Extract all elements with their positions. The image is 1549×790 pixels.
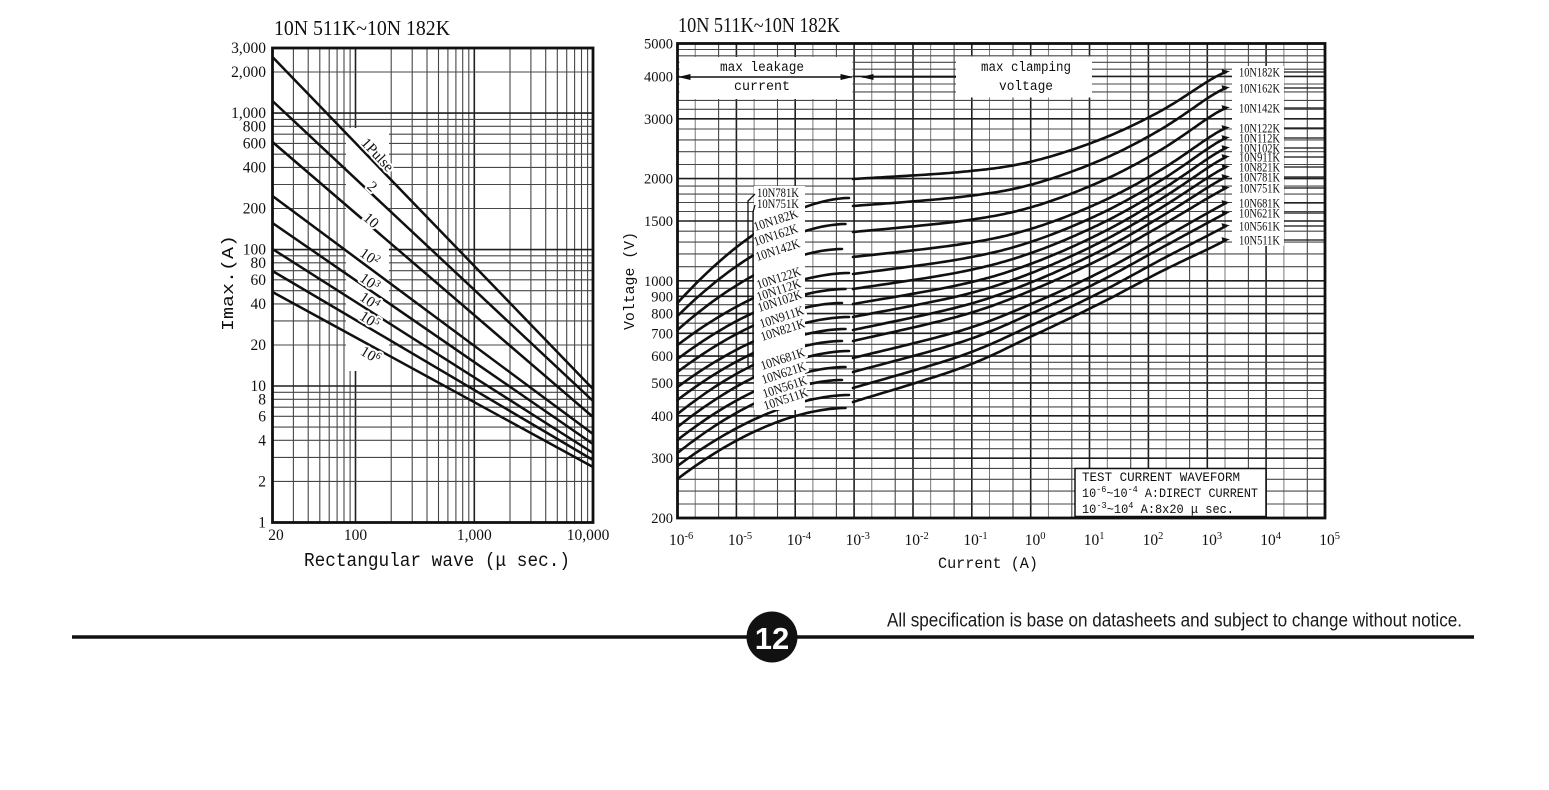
svg-text:60: 60: [251, 272, 267, 289]
svg-text:10N142K: 10N142K: [1239, 101, 1280, 116]
svg-text:TEST CURRENT WAVEFORM: TEST CURRENT WAVEFORM: [1082, 471, 1240, 485]
svg-text:10,000: 10,000: [567, 527, 610, 544]
svg-text:300: 300: [651, 451, 673, 467]
svg-text:4: 4: [258, 432, 266, 449]
svg-text:10: 10: [251, 378, 267, 395]
svg-text:10-3~104 A:8x20 μ sec.: 10-3~104 A:8x20 μ sec.: [1082, 501, 1234, 517]
svg-text:400: 400: [243, 159, 267, 176]
svg-text:1: 1: [258, 515, 266, 532]
svg-text:10N 511K~10N 182K: 10N 511K~10N 182K: [274, 16, 450, 40]
svg-text:max clamping: max clamping: [981, 61, 1071, 76]
svg-text:2000: 2000: [644, 172, 673, 188]
svg-text:10N751K: 10N751K: [757, 197, 799, 211]
svg-text:10N561K: 10N561K: [1239, 219, 1280, 234]
svg-text:2,000: 2,000: [231, 64, 266, 81]
svg-text:1,000: 1,000: [231, 105, 266, 122]
svg-text:8: 8: [258, 391, 266, 408]
svg-text:500: 500: [651, 376, 673, 392]
svg-text:600: 600: [651, 349, 673, 365]
svg-text:10N 511K~10N 182K: 10N 511K~10N 182K: [678, 13, 840, 37]
svg-text:6: 6: [258, 408, 266, 425]
svg-text:voltage: voltage: [999, 80, 1053, 95]
svg-text:1,000: 1,000: [457, 527, 492, 544]
svg-text:10N751K: 10N751K: [1239, 181, 1280, 196]
svg-text:800: 800: [651, 307, 673, 323]
svg-text:All specification is base on d: All specification is base on datasheets …: [887, 611, 1462, 632]
svg-text:Rectangular wave (μ sec.): Rectangular wave (μ sec.): [304, 550, 570, 572]
svg-text:Imax.(A): Imax.(A): [220, 235, 239, 331]
svg-text:1500: 1500: [644, 214, 673, 230]
svg-text:10N821K: 10N821K: [1239, 160, 1280, 175]
svg-text:800: 800: [243, 118, 267, 135]
svg-text:10N621K: 10N621K: [1239, 206, 1280, 221]
svg-text:10N182K: 10N182K: [1239, 65, 1280, 80]
svg-text:10N781K: 10N781K: [757, 186, 799, 200]
svg-text:max leakage: max leakage: [720, 61, 804, 76]
svg-text:10N781K: 10N781K: [757, 186, 799, 200]
svg-text:20: 20: [251, 337, 267, 354]
svg-text:Voltage (V): Voltage (V): [622, 232, 639, 330]
svg-text:5000: 5000: [644, 37, 673, 53]
svg-text:400: 400: [651, 409, 673, 425]
svg-text:10N122K: 10N122K: [1239, 121, 1280, 136]
svg-text:Current (A): Current (A): [938, 555, 1038, 573]
svg-text:10N781K: 10N781K: [1239, 170, 1280, 185]
svg-text:4000: 4000: [644, 69, 673, 85]
svg-text:600: 600: [243, 135, 267, 152]
svg-text:80: 80: [251, 255, 267, 272]
svg-text:20: 20: [268, 527, 284, 544]
svg-text:10-6~10-4 A:DIRECT CURRENT: 10-6~10-4 A:DIRECT CURRENT: [1082, 485, 1258, 501]
svg-text:10N112K: 10N112K: [1239, 131, 1280, 146]
svg-text:10N751K: 10N751K: [757, 197, 799, 211]
svg-text:10N102K: 10N102K: [1239, 141, 1280, 156]
svg-text:40: 40: [251, 296, 267, 313]
svg-text:12: 12: [755, 621, 789, 656]
svg-text:1000: 1000: [644, 274, 673, 290]
svg-text:200: 200: [243, 201, 267, 218]
svg-text:10N681K: 10N681K: [1239, 196, 1280, 211]
svg-text:100: 100: [344, 527, 368, 544]
svg-text:900: 900: [651, 289, 673, 305]
svg-text:200: 200: [651, 511, 673, 527]
svg-text:3,000: 3,000: [231, 40, 266, 57]
svg-text:current: current: [734, 80, 790, 95]
svg-text:10N511K: 10N511K: [1239, 233, 1280, 248]
svg-text:2: 2: [258, 473, 266, 490]
svg-text:10N162K: 10N162K: [1239, 81, 1280, 96]
svg-text:700: 700: [651, 326, 673, 342]
svg-text:10N911K: 10N911K: [1239, 150, 1280, 165]
svg-text:100: 100: [243, 242, 267, 259]
svg-text:3000: 3000: [644, 112, 673, 128]
